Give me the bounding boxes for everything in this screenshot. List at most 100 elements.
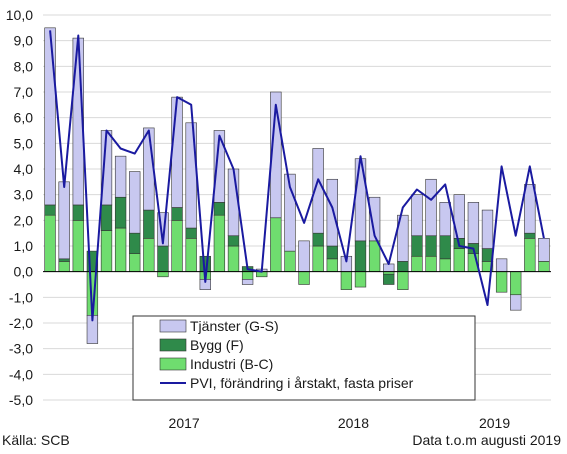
x-year-label: 2018 [338, 415, 369, 431]
legend-label: Industri (B-C) [190, 356, 273, 372]
pvi-line [49, 30, 545, 322]
bar-tjanster [495, 258, 508, 272]
bar-tjanster [383, 263, 395, 272]
bar-bygg [171, 207, 183, 221]
legend-label: PVI, förändring i årstakt, fasta priser [190, 375, 414, 391]
bar-industri [185, 238, 197, 272]
bar-bygg [524, 232, 536, 239]
bar-tjanster [439, 202, 451, 237]
x-year-label: 2019 [479, 415, 510, 431]
y-tick-label: 7,0 [14, 84, 34, 100]
y-tick-label: -2,0 [9, 315, 33, 331]
bar-tjanster [185, 122, 197, 229]
bar-industri [72, 220, 84, 272]
bar-tjanster [354, 158, 367, 242]
bar-bygg [100, 204, 113, 231]
legend-swatch [159, 338, 187, 352]
stacked-bars [44, 27, 550, 344]
bar-tjanster [524, 184, 536, 234]
bar-bygg [411, 235, 423, 257]
bar-industri [241, 271, 254, 280]
y-tick-label: 8,0 [14, 58, 34, 74]
y-tick-label: 2,0 [14, 212, 34, 228]
y-tick-label: 5,0 [14, 135, 34, 151]
bar-tjanster [397, 214, 409, 262]
bar-industri [495, 271, 508, 293]
y-tick-label: -4,0 [9, 366, 33, 382]
bar-tjanster [298, 240, 310, 272]
y-tick-label: 0,0 [14, 264, 34, 280]
legend-swatch [159, 319, 187, 333]
bar-industri [453, 248, 465, 272]
bar-bygg [72, 204, 84, 221]
legend: Tjänster (G-S) Bygg (F) Industri (B-C) PVI,… [132, 315, 476, 401]
bar-industri [538, 261, 550, 272]
y-tick-label: 4,0 [14, 161, 34, 177]
data-range-note: Data t.o.m augusti 2019 [412, 432, 561, 448]
bar-industri [425, 255, 437, 272]
legend-box [132, 315, 476, 401]
bar-tjanster [481, 209, 494, 249]
bar-bygg [425, 235, 437, 257]
y-tick-label: -5,0 [9, 392, 33, 408]
bar-industri [284, 250, 296, 272]
bar-industri [270, 217, 282, 272]
bar-industri [411, 255, 423, 272]
bar-industri [510, 271, 522, 296]
bar-bygg [397, 261, 409, 272]
y-tick-label: 10,0 [6, 7, 33, 23]
bar-bygg [143, 209, 155, 239]
bar-tjanster [326, 178, 338, 247]
bar-industri [354, 271, 367, 288]
bar-tjanster [143, 127, 155, 211]
bar-industri [143, 238, 155, 272]
bar-bygg [213, 202, 226, 216]
y-tick-label: 3,0 [14, 187, 34, 203]
x-year-label: 2017 [169, 415, 200, 431]
y-tick-label: 6,0 [14, 110, 34, 126]
bar-industri [58, 261, 70, 272]
bar-tjanster [453, 194, 465, 239]
bar-tjanster [241, 279, 254, 285]
bar-tjanster [171, 96, 183, 208]
bar-tjanster [270, 91, 282, 219]
bar-industri [227, 245, 240, 272]
bar-industri [100, 230, 113, 272]
bar-bygg [439, 235, 451, 260]
bar-industri [298, 271, 310, 285]
y-tick-label: 1,0 [14, 238, 34, 254]
y-tick-label: 9,0 [14, 33, 34, 49]
bar-tjanster [510, 294, 522, 311]
bar-bygg [58, 258, 70, 262]
bar-bygg [157, 245, 169, 272]
bar-industri [44, 214, 56, 272]
legend-label: Tjänster (G-S) [190, 318, 279, 334]
y-tick-label: -3,0 [9, 341, 33, 357]
bar-industri [114, 227, 127, 272]
bar-tjanster [425, 178, 437, 237]
x-axis-year-labels: 2017 2018 2019 [169, 415, 511, 431]
bar-tjanster [114, 155, 127, 198]
bar-bygg [312, 232, 324, 247]
bar-industri [326, 258, 338, 272]
bar-tjanster [44, 27, 56, 206]
y-tick-label: -1,0 [9, 289, 33, 305]
bar-bygg [185, 227, 197, 239]
bar-tjanster [368, 196, 381, 242]
bar-industri [524, 238, 536, 272]
bar-bygg [44, 204, 56, 216]
bar-tjanster [58, 181, 70, 260]
bar-tjanster [411, 194, 423, 237]
pvi-line-series [49, 30, 545, 322]
bar-industri [213, 214, 226, 272]
legend-label: Bygg (F) [190, 337, 244, 353]
bar-tjanster [284, 173, 296, 252]
source-note: Källa: SCB [2, 432, 70, 448]
y-axis-tick-labels: -5,0 -4,0 -3,0 -2,0 -1,0 0,0 1,0 2,0 3,0 4,0 5,0 6,… [6, 7, 33, 408]
bar-tjanster [157, 212, 169, 247]
bar-bygg [326, 245, 338, 260]
bar-bygg [129, 232, 141, 255]
bar-industri [439, 258, 451, 272]
bar-bygg [114, 196, 127, 229]
